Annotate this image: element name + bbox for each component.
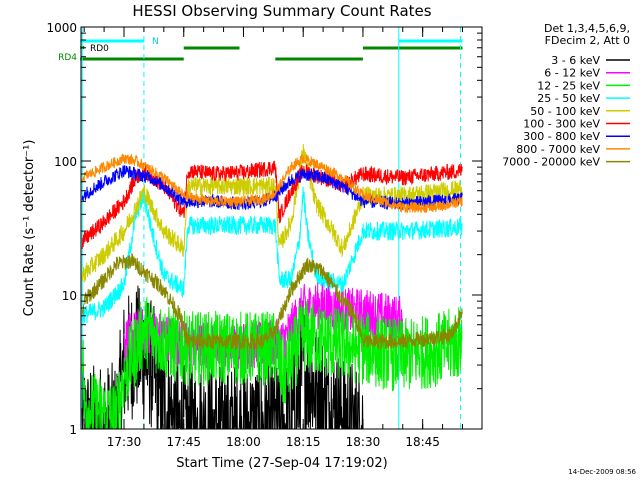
flag-label-n: N <box>152 37 159 47</box>
x-tick-label-18:15: 18:15 <box>286 435 321 449</box>
legend-label-4: 50 - 100 keV <box>530 105 600 118</box>
x-tick-label-18:00: 18:00 <box>226 435 261 449</box>
x-tick-label-18:30: 18:30 <box>346 435 381 449</box>
series-line-100-300-kev <box>81 160 463 250</box>
x-tick-label-18:45: 18:45 <box>405 435 440 449</box>
plot-frame <box>80 26 483 430</box>
legend: Det 1,3,4,5,6,9,FDecim 2, Att 0 3 - 6 keV… <box>502 22 630 169</box>
x-axis: 17:30 17:45 18:00 18:15 18:30 18:45 <box>83 27 463 449</box>
timestamp: 14-Dec-2009 08:56 <box>568 468 636 476</box>
series-group <box>81 143 463 430</box>
legend-label-2: 12 - 25 keV <box>537 79 600 92</box>
y-tick-label-1: 1 <box>69 423 77 437</box>
series-line-25-50-kev <box>81 186 463 325</box>
y-tick-label-100: 100 <box>54 155 77 169</box>
legend-label-0: 3 - 6 keV <box>551 54 600 67</box>
y-axis: 1 10 100 1000 <box>46 21 482 437</box>
x-tick-label-17:30: 17:30 <box>107 435 142 449</box>
legend-label-8: 7000 - 20000 keV <box>502 156 600 169</box>
legend-header-1: FDecim 2, Att 0 <box>545 34 630 47</box>
chart-title: HESSI Observing Summary Count Rates <box>132 2 431 20</box>
legend-header-0: Det 1,3,4,5,6,9, <box>544 22 630 35</box>
legend-label-1: 6 - 12 keV <box>544 67 600 80</box>
x-tick-label-17:45: 17:45 <box>166 435 201 449</box>
legend-label-6: 300 - 800 keV <box>523 130 600 143</box>
series-line-7000-20000-kev <box>81 253 463 351</box>
legend-label-5: 100 - 300 keV <box>523 118 600 131</box>
flag-label-rd4: RD4 <box>58 53 77 63</box>
flag-label-rd0: RD0 <box>90 44 109 54</box>
x-axis-label: Start Time (27-Sep-04 17:19:02) <box>176 456 387 471</box>
legend-label-7: 800 - 7000 keV <box>516 143 600 156</box>
y-tick-label-1000: 1000 <box>46 21 77 35</box>
y-axis-label: Count Rate (s⁻¹ detector⁻¹) <box>22 140 37 317</box>
y-tick-label-10: 10 <box>62 289 77 303</box>
series-line-800-7000-kev <box>81 153 463 214</box>
legend-label-3: 25 - 50 keV <box>537 92 600 105</box>
